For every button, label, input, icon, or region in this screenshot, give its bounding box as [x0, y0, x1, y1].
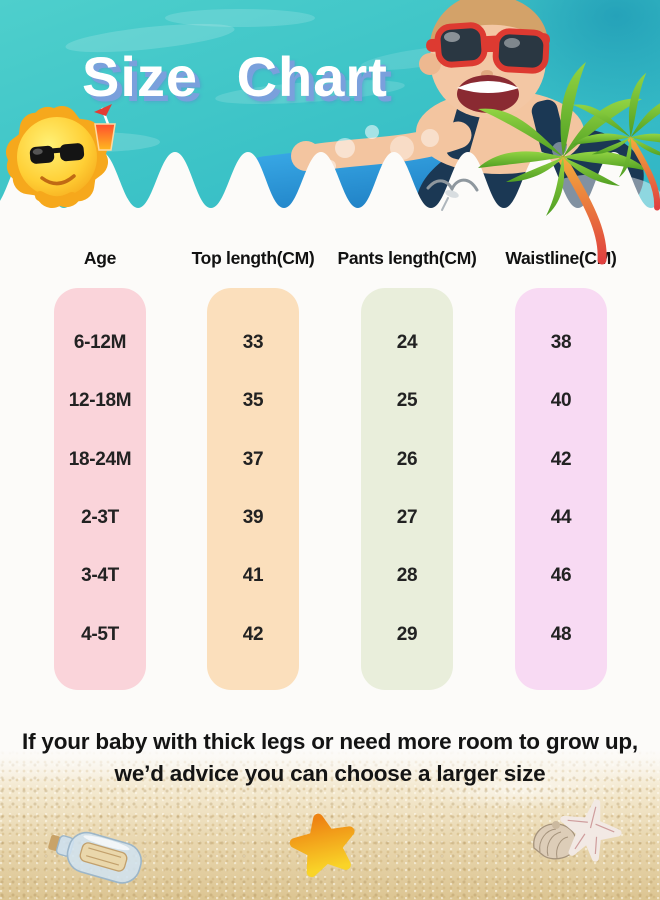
table-cell: 28 [396, 565, 418, 587]
pants-length-column: 24 25 26 27 28 29 [361, 288, 453, 690]
table-cell: 33 [242, 332, 264, 354]
table-cell: 2-3T [81, 507, 119, 529]
table-cell: 41 [242, 565, 264, 587]
palm-trees-icon [468, 52, 660, 270]
boy-arm [298, 121, 472, 172]
pool-photo [0, 0, 660, 238]
wave-border [0, 152, 660, 238]
table-cell: 35 [242, 390, 264, 412]
table-cell: 37 [242, 448, 264, 470]
column-header-age: Age [83, 248, 117, 268]
palm-tree-small [573, 73, 660, 208]
sand-strip [0, 750, 660, 900]
table-cell: 24 [396, 332, 418, 354]
message-bottle-icon [48, 831, 142, 884]
table-cell: 18-24M [68, 448, 132, 470]
sun-arm [35, 191, 77, 207]
table-cell: 42 [550, 448, 572, 470]
column-header-top: Top length(CM) [191, 248, 315, 268]
seashell-and-starfish [533, 799, 622, 862]
table-cell: 42 [242, 623, 264, 645]
white-starfish-icon [560, 799, 622, 862]
top-length-column: 33 35 37 39 41 42 [207, 288, 299, 690]
boy-hair [430, 0, 548, 44]
table-cell: 6-12M [73, 332, 127, 354]
table-cell: 38 [550, 332, 572, 354]
table-cell: 29 [396, 623, 418, 645]
size-table: Age Top length(CM) Pants length(CM) Wais… [54, 248, 617, 690]
cocktail-icon [94, 104, 116, 151]
sun-smile [40, 174, 76, 186]
table-cell: 27 [396, 507, 418, 529]
table-cell: 4-5T [81, 623, 119, 645]
advice-note: If your baby with thick legs or need mor… [0, 726, 660, 790]
page-title: Size Chart [82, 45, 388, 108]
age-column: 6-12M 12-18M 18-24M 2-3T 3-4T 4-5T [54, 288, 146, 690]
boy-smile [457, 75, 519, 113]
red-goggles [426, 22, 550, 74]
table-cell: 3-4T [81, 565, 119, 587]
seagull-icon [426, 178, 479, 211]
table-cell: 39 [242, 507, 264, 529]
column-header-waist: Waistline(CM) [505, 248, 617, 268]
table-cell: 12-18M [68, 390, 132, 412]
seashell-icon [533, 821, 577, 860]
table-cell: 26 [396, 448, 418, 470]
sun-sunglasses [29, 143, 85, 164]
orange-starfish-icon [289, 813, 355, 878]
advice-note-line1: If your baby with thick legs or need mor… [22, 729, 638, 754]
column-header-pants: Pants length(CM) [337, 248, 477, 268]
palm-tree-large [478, 62, 648, 260]
table-cell: 25 [396, 390, 418, 412]
table-cell: 46 [550, 565, 572, 587]
advice-note-line2: we’d advice you can choose a larger size [114, 760, 546, 786]
sun-with-sunglasses-icon [5, 104, 116, 209]
waistline-column: 38 40 42 44 46 48 [515, 288, 607, 690]
table-cell: 44 [550, 507, 572, 529]
table-cell: 40 [550, 390, 572, 412]
table-cell: 48 [550, 623, 572, 645]
